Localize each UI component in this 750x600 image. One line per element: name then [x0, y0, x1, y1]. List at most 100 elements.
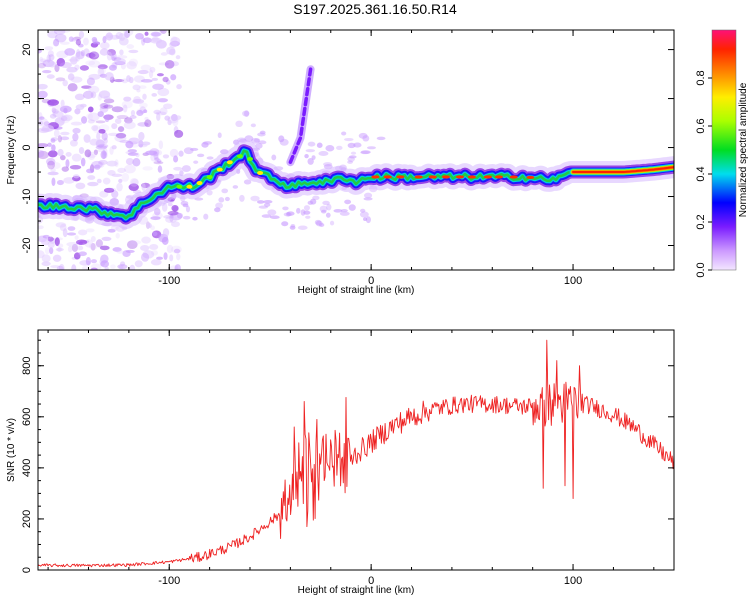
snr-ticks: -100 0 100 0 200 400 600 800	[21, 330, 674, 587]
noise-blob	[131, 99, 142, 104]
noise-blob	[133, 96, 141, 103]
noise-blob	[326, 203, 332, 211]
hot-spot	[247, 156, 253, 161]
noise-blob	[39, 116, 45, 120]
noise-blob	[87, 106, 94, 113]
noise-blob	[144, 116, 149, 121]
colorbar-frame	[711, 29, 737, 271]
noise-blob	[235, 120, 243, 128]
noise-blob	[126, 61, 137, 70]
noise-blob	[193, 160, 199, 164]
noise-blob	[101, 132, 108, 141]
noise-blob	[38, 225, 44, 230]
noise-blob	[69, 56, 78, 65]
noise-blob	[157, 98, 168, 103]
snr-xlabel: Height of straight line (km)	[298, 585, 415, 596]
noise-blob	[105, 187, 117, 192]
hot-spot	[236, 154, 243, 159]
noise-blob	[73, 174, 80, 179]
noise-blob	[128, 183, 139, 192]
hot-spot	[441, 175, 450, 179]
noise-blob	[67, 245, 73, 253]
x-tick-label: 100	[564, 575, 582, 587]
noise-blob	[305, 215, 311, 219]
noise-blob	[83, 37, 89, 46]
noise-blob	[360, 150, 371, 154]
noise-blob	[158, 140, 164, 150]
noise-blob	[322, 200, 330, 206]
noise-blob	[129, 264, 136, 270]
noise-blob	[242, 110, 250, 117]
noise-blob	[218, 197, 225, 203]
y-tick-label: 800	[21, 357, 33, 375]
hot-spot	[226, 160, 233, 165]
noise-blob	[153, 161, 164, 165]
spectrogram-heatmap	[38, 30, 674, 270]
noise-blob	[59, 41, 70, 45]
noise-blob	[360, 208, 366, 213]
streak	[288, 67, 313, 164]
colorbar-ticks: 0.0 0.2 0.4 0.6 0.8	[695, 70, 712, 278]
hot-spot	[383, 175, 392, 179]
noise-blob	[159, 107, 168, 116]
noise-blob	[60, 131, 70, 136]
noise-blob	[111, 145, 117, 150]
noise-blob	[57, 135, 63, 143]
noise-blob	[336, 145, 343, 151]
noise-blob	[185, 205, 191, 213]
noise-blob	[88, 73, 101, 80]
noise-blob	[259, 130, 266, 135]
y-tick-label: -10	[21, 189, 33, 205]
noise-blob	[321, 209, 327, 214]
noise-blob	[47, 171, 59, 176]
spectrogram-ylabel: Frequency (Hz)	[6, 116, 17, 185]
noise-blob	[119, 49, 124, 56]
noise-blob	[142, 93, 147, 100]
noise-blob	[117, 264, 128, 270]
noise-blob	[52, 40, 59, 47]
noise-blob	[100, 150, 107, 160]
noise-blob	[167, 119, 172, 126]
noise-blob	[143, 109, 148, 114]
noise-blob	[156, 159, 162, 163]
y-tick-label: -20	[21, 238, 33, 254]
noise-blob	[78, 147, 85, 155]
noise-blob	[135, 152, 140, 158]
noise-blob	[75, 39, 82, 46]
noise-blob	[101, 236, 112, 241]
noise-blob	[55, 77, 66, 82]
noise-blob	[38, 143, 49, 148]
colorbar-tick-label: 0.4	[695, 166, 707, 181]
noise-blob	[86, 168, 95, 174]
noise-blob	[303, 205, 310, 211]
noise-blob	[329, 220, 335, 226]
noise-blob	[250, 123, 256, 128]
noise-blob	[224, 196, 230, 202]
hot-spot	[257, 170, 264, 175]
noise-blob	[206, 189, 213, 196]
noise-blob	[55, 247, 64, 252]
noise-blob	[158, 62, 170, 66]
noise-blob	[286, 211, 291, 217]
noise-blob	[319, 205, 328, 213]
noise-blob	[221, 188, 229, 194]
noise-blob	[171, 61, 179, 67]
noise-blob	[51, 104, 62, 112]
noise-blob	[144, 31, 149, 36]
noise-blob	[96, 132, 101, 141]
noise-blob	[39, 56, 44, 65]
noise-blob	[149, 244, 159, 250]
noise-blob	[257, 132, 266, 137]
noise-blob	[128, 76, 134, 84]
noise-blob	[359, 211, 369, 218]
noise-blob	[57, 148, 64, 157]
hot-spot	[371, 175, 380, 179]
noise-blob	[110, 225, 119, 231]
noise-blob	[68, 36, 74, 42]
hot-spot	[483, 175, 492, 179]
noise-blob	[157, 165, 163, 173]
noise-blob	[181, 165, 191, 172]
noise-blob	[115, 132, 127, 139]
noise-blob	[51, 107, 57, 113]
noise-blob	[66, 232, 77, 236]
